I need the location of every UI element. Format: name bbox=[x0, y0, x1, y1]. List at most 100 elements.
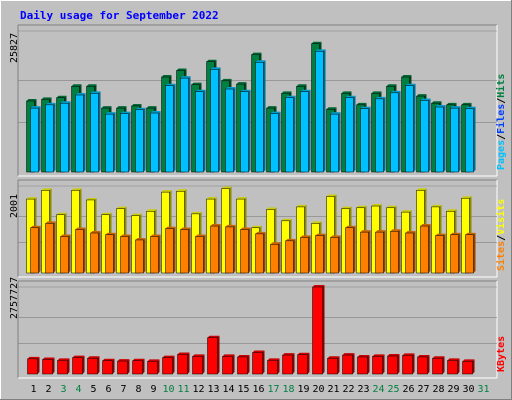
x-tick-label: 31 bbox=[477, 384, 489, 395]
bar-kbytes-13 bbox=[207, 335, 220, 375]
bar-files-17 bbox=[270, 111, 281, 173]
bar-kbytes-4 bbox=[72, 355, 85, 375]
bar-sites-7 bbox=[120, 234, 131, 274]
bar-sites-22 bbox=[345, 225, 356, 274]
bar-sites-2 bbox=[45, 221, 56, 274]
bar-files-2 bbox=[45, 102, 56, 173]
bar-sites-25 bbox=[390, 229, 401, 274]
bar-sites-4 bbox=[75, 227, 86, 274]
bar-sites-26 bbox=[405, 231, 416, 274]
x-tick-label: 7 bbox=[120, 384, 126, 395]
bar-files-13 bbox=[210, 67, 221, 173]
bar-sites-29 bbox=[450, 232, 461, 274]
bar-sites-11 bbox=[180, 227, 191, 274]
bar-files-25 bbox=[390, 90, 401, 173]
bar-files-11 bbox=[180, 76, 191, 173]
bar-sites-30 bbox=[465, 232, 476, 274]
x-tick-label: 29 bbox=[447, 384, 459, 395]
bar-kbytes-19 bbox=[297, 352, 310, 375]
bar-files-20 bbox=[315, 49, 326, 173]
bar-files-3 bbox=[60, 101, 71, 173]
bar-kbytes-26 bbox=[402, 353, 415, 375]
bar-kbytes-30 bbox=[462, 359, 475, 375]
x-tick-label: 28 bbox=[432, 384, 444, 395]
y-max-label: 2757727 bbox=[9, 277, 20, 319]
bar-sites-16 bbox=[255, 231, 266, 274]
x-tick-label: 19 bbox=[297, 384, 309, 395]
y-max-label: 2001 bbox=[9, 194, 20, 218]
bar-files-28 bbox=[435, 105, 446, 173]
bar-files-22 bbox=[345, 95, 356, 173]
bar-sites-28 bbox=[435, 233, 446, 274]
bar-kbytes-23 bbox=[357, 354, 370, 375]
bar-sites-8 bbox=[135, 237, 146, 274]
bar-sites-5 bbox=[90, 231, 101, 274]
bar-sites-1 bbox=[30, 225, 41, 274]
panel-visits_sites: 2001 Sites/Visits bbox=[9, 179, 507, 278]
bar-sites-9 bbox=[150, 234, 161, 274]
x-tick-label: 27 bbox=[417, 384, 429, 395]
bar-files-12 bbox=[195, 89, 206, 173]
x-tick-label: 22 bbox=[342, 384, 354, 395]
x-tick-label: 15 bbox=[237, 384, 249, 395]
bar-kbytes-12 bbox=[192, 354, 205, 375]
bar-sites-21 bbox=[330, 235, 341, 274]
bar-sites-12 bbox=[195, 234, 206, 274]
bar-sites-19 bbox=[300, 235, 311, 274]
bar-files-14 bbox=[225, 87, 236, 173]
bar-sites-24 bbox=[375, 230, 386, 274]
bar-kbytes-11 bbox=[177, 352, 190, 375]
x-tick-label: 3 bbox=[60, 384, 66, 395]
bar-sites-6 bbox=[105, 232, 116, 274]
x-tick-label: 23 bbox=[357, 384, 369, 395]
x-tick-label: 8 bbox=[135, 384, 141, 395]
x-tick-label: 9 bbox=[150, 384, 156, 395]
x-tick-label: 30 bbox=[462, 384, 474, 395]
bar-files-21 bbox=[330, 112, 341, 173]
bar-kbytes-29 bbox=[447, 358, 460, 375]
legend-visits_sites: Sites/Visits bbox=[495, 199, 507, 271]
x-tick-label: 24 bbox=[372, 384, 384, 395]
bar-files-29 bbox=[450, 106, 461, 173]
bar-sites-13 bbox=[210, 224, 221, 274]
bar-kbytes-5 bbox=[87, 356, 100, 375]
bar-files-30 bbox=[465, 106, 476, 173]
bar-kbytes-16 bbox=[252, 350, 265, 375]
bar-kbytes-14 bbox=[222, 354, 235, 375]
bar-kbytes-10 bbox=[162, 355, 175, 375]
bar-sites-17 bbox=[270, 242, 281, 274]
bar-kbytes-25 bbox=[387, 354, 400, 375]
x-tick-label: 17 bbox=[267, 384, 279, 395]
bar-kbytes-7 bbox=[117, 359, 130, 375]
chart-title: Daily usage for September 2022 bbox=[20, 9, 219, 22]
bar-kbytes-17 bbox=[267, 358, 280, 375]
bar-kbytes-15 bbox=[237, 354, 250, 375]
legend-kbytes: KBytes bbox=[496, 336, 507, 372]
bar-files-18 bbox=[285, 95, 296, 173]
bar-files-4 bbox=[75, 93, 86, 173]
bar-files-6 bbox=[105, 112, 116, 173]
bar-kbytes-28 bbox=[432, 356, 445, 375]
x-tick-label: 5 bbox=[90, 384, 96, 395]
x-tick-label: 11 bbox=[177, 384, 189, 395]
bar-files-1 bbox=[30, 106, 41, 173]
bar-sites-14 bbox=[225, 224, 236, 274]
bar-kbytes-1 bbox=[27, 356, 40, 375]
x-tick-label: 2 bbox=[45, 384, 51, 395]
chart-panels: 25827 Pages/Files/Hits 2001 Sites/Visits 275… bbox=[9, 24, 507, 379]
bar-kbytes-24 bbox=[372, 354, 385, 375]
bar-sites-3 bbox=[60, 234, 71, 274]
bar-files-10 bbox=[165, 83, 176, 173]
bar-sites-15 bbox=[240, 227, 251, 274]
x-tick-label: 13 bbox=[207, 384, 219, 395]
bar-files-9 bbox=[150, 111, 161, 173]
y-max-label: 25827 bbox=[9, 33, 20, 63]
bar-kbytes-21 bbox=[327, 356, 340, 375]
x-tick-label: 18 bbox=[282, 384, 294, 395]
bar-sites-18 bbox=[285, 238, 296, 274]
x-tick-label: 25 bbox=[387, 384, 399, 395]
bar-kbytes-20 bbox=[312, 285, 325, 375]
bar-files-19 bbox=[300, 89, 311, 173]
bar-files-27 bbox=[420, 98, 431, 173]
